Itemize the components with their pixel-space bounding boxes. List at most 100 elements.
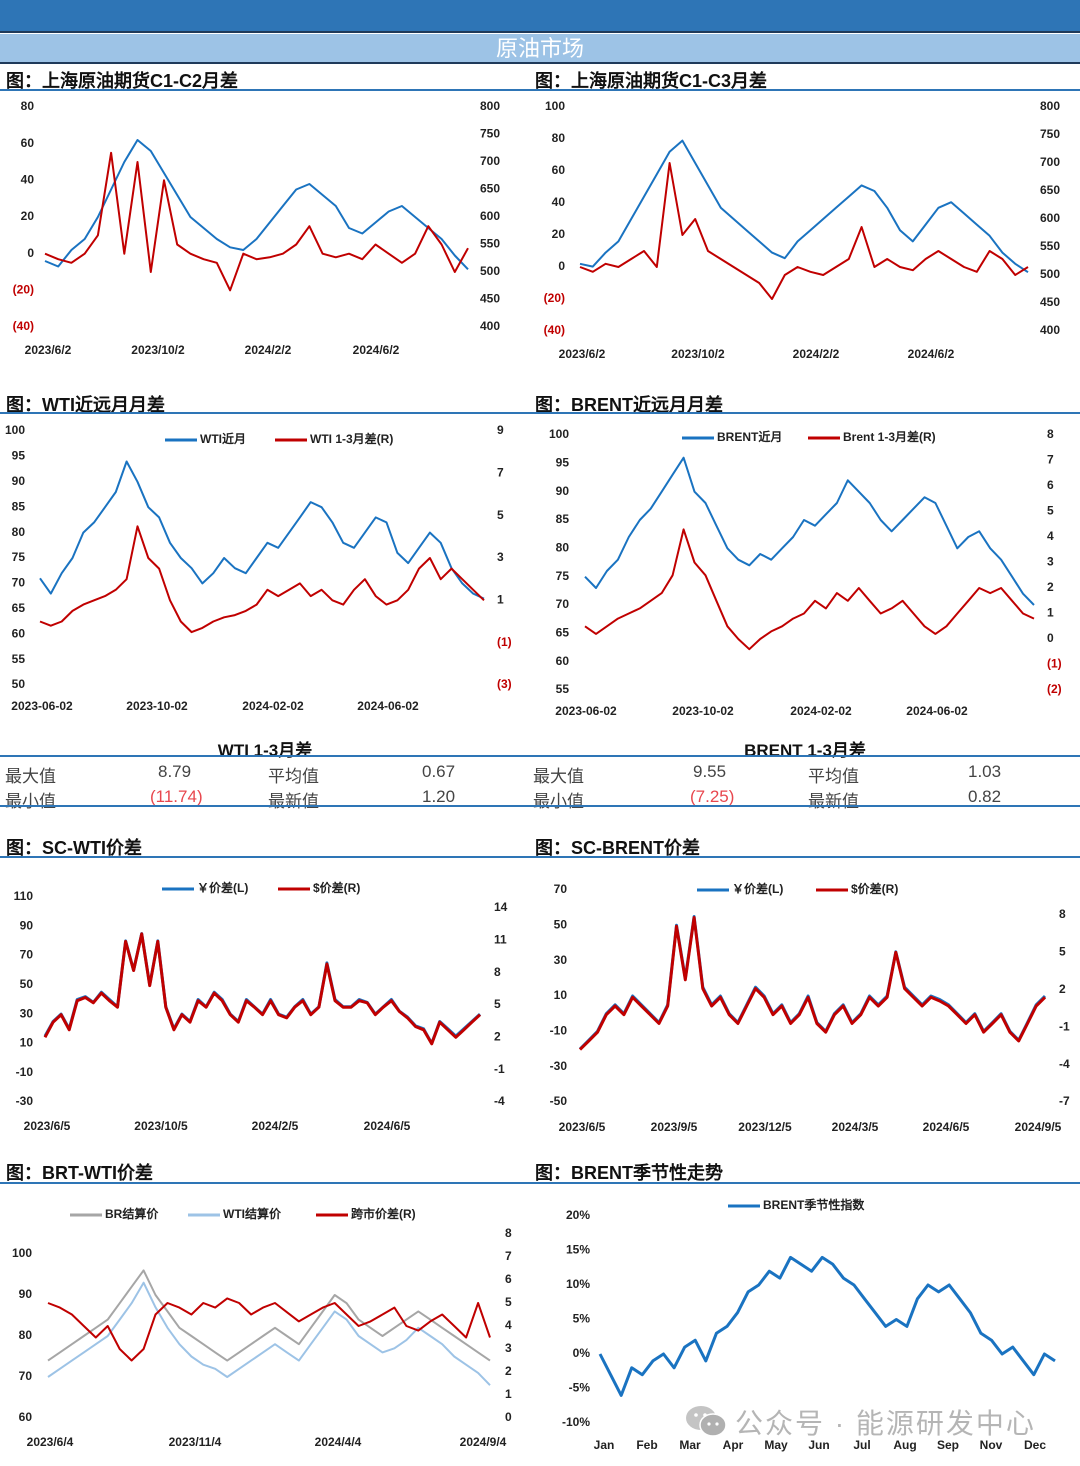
left-axis-tick: 20 (21, 209, 35, 223)
right-axis-tick: -1 (1059, 1019, 1070, 1033)
right-axis-tick: 700 (480, 154, 500, 168)
legend-label: $价差(R) (851, 881, 898, 896)
right-axis-tick: 3 (505, 1341, 512, 1355)
right-axis-tick: 800 (1040, 99, 1060, 113)
legend-label: $价差(R) (313, 880, 360, 895)
right-axis-tick: 2 (494, 1030, 501, 1044)
left-axis-tick: 90 (556, 484, 570, 498)
right-axis-tick: -4 (494, 1094, 505, 1108)
series-line-0 (39, 460, 485, 600)
legend-label: ￥价差(L) (732, 881, 783, 896)
left-axis-tick: 10 (20, 1036, 34, 1050)
right-axis-tick: 9 (497, 423, 504, 437)
chart-season: 20% 15% 10% 5% 0% -5% -10% Jan Feb Mar Apr May Jun Ju… (562, 1197, 1056, 1452)
right-axis-tick: 8 (1059, 907, 1066, 921)
right-axis-tick: 1 (1047, 606, 1054, 620)
left-axis-tick: -30 (550, 1059, 568, 1073)
right-axis-tick: 0 (1047, 631, 1054, 645)
x-axis-tick: Sep (937, 1438, 959, 1452)
x-axis-tick: 2023-06-02 (555, 704, 617, 718)
chart-c1c2: 80 60 40 20 0 (20) (40) 800 750 700 650 600 550 500 45… (13, 99, 501, 357)
legend-label: BRENT季节性指数 (763, 1197, 865, 1212)
left-axis-tick: 80 (552, 131, 566, 145)
right-axis-tick: 800 (480, 99, 500, 113)
right-axis-tick: 0 (505, 1410, 512, 1424)
right-axis-tick: (1) (1047, 657, 1062, 671)
right-axis-tick: 450 (480, 292, 500, 306)
right-axis-tick: 14 (494, 900, 508, 914)
x-axis-tick: 2024-02-02 (790, 704, 852, 718)
left-axis-tick: 30 (554, 953, 568, 967)
stat-value: 9.55 (693, 762, 727, 781)
left-axis-tick: -10 (550, 1024, 568, 1038)
right-axis-tick: 600 (1040, 211, 1060, 225)
x-axis-tick: 2023-10-02 (126, 699, 188, 713)
stat-label: 最大值 (533, 767, 584, 786)
x-axis-tick: 2024-06-02 (906, 704, 968, 718)
stat-value: 0.82 (968, 787, 1002, 806)
x-axis-tick: 2024/6/5 (923, 1120, 970, 1134)
left-axis-tick: 95 (556, 456, 570, 470)
right-axis-tick: 1 (505, 1387, 512, 1401)
x-axis-tick: Mar (679, 1438, 701, 1452)
right-axis-tick: 650 (1040, 183, 1060, 197)
left-axis-tick: 50 (20, 977, 34, 991)
x-axis-tick: Aug (893, 1438, 916, 1452)
series-line-0 (598, 1255, 1056, 1397)
chart-title-scwti: 图：SC-WTI价差 (6, 838, 142, 858)
x-axis-tick: 2024/2/2 (245, 343, 292, 357)
right-axis-tick: -7 (1059, 1094, 1070, 1108)
left-axis-tick: 60 (12, 626, 26, 640)
left-axis-tick: (20) (13, 283, 34, 297)
chart-brent: 100959085807570656055876543210(1)(2)2023… (549, 427, 1062, 718)
right-axis-tick: 400 (480, 319, 500, 333)
right-axis-tick: 450 (1040, 295, 1060, 309)
series-line-2 (47, 1297, 491, 1362)
left-axis-tick: 60 (556, 654, 570, 668)
series-line-1 (579, 162, 1029, 300)
divider (0, 805, 1080, 807)
chart-title-season: 图：BRENT季节性走势 (535, 1163, 723, 1183)
x-axis-tick: 2023/6/5 (559, 1120, 606, 1134)
left-axis-tick: 65 (12, 601, 26, 615)
left-axis-tick: 20% (566, 1208, 590, 1222)
left-axis-tick: 0 (27, 246, 34, 260)
x-axis-tick: 2024/6/2 (353, 343, 400, 357)
left-axis-tick: (20) (544, 291, 565, 305)
right-axis-tick: 650 (480, 182, 500, 196)
x-axis-tick: 2024/6/5 (364, 1119, 411, 1133)
right-axis-tick: 550 (480, 237, 500, 251)
left-axis-tick: 90 (12, 474, 26, 488)
top-bar (0, 0, 1080, 31)
right-axis-tick: 5 (1047, 504, 1054, 518)
left-axis-tick: 110 (14, 889, 34, 903)
right-axis-tick: 550 (1040, 239, 1060, 253)
series-line-1 (584, 528, 1035, 651)
chart-title-c1c3: 图：上海原油期货C1-C3月差 (535, 71, 768, 91)
right-axis-tick: 1 (497, 593, 504, 607)
wechat-icon (686, 1406, 727, 1437)
x-axis-tick: Jan (594, 1438, 615, 1452)
left-axis-tick: 100 (549, 427, 569, 441)
left-axis-tick: 80 (19, 1328, 33, 1342)
left-axis-tick: -10 (16, 1065, 34, 1079)
stat-value: 1.03 (968, 762, 1002, 781)
legend-label: BRENT近月 (717, 429, 782, 444)
left-axis-tick: 100 (5, 423, 25, 437)
series-line-0 (578, 915, 1047, 1051)
stat-label: 平均值 (808, 767, 859, 786)
left-axis-tick: (40) (13, 319, 34, 333)
right-axis-tick: 2 (1059, 982, 1066, 996)
left-axis-tick: 75 (556, 569, 570, 583)
x-axis-tick: May (764, 1438, 788, 1452)
right-axis-tick: 3 (497, 550, 504, 564)
right-axis-tick: 600 (480, 209, 500, 223)
right-axis-tick: 7 (1047, 453, 1054, 467)
x-axis-tick: 2024/3/5 (832, 1120, 879, 1134)
section-title: 原油市场 (0, 34, 1080, 62)
x-axis-tick: Jun (808, 1438, 829, 1452)
x-axis-tick: 2024/6/2 (908, 347, 955, 361)
left-axis-tick: 70 (554, 882, 568, 896)
left-axis-tick: 95 (12, 449, 26, 463)
